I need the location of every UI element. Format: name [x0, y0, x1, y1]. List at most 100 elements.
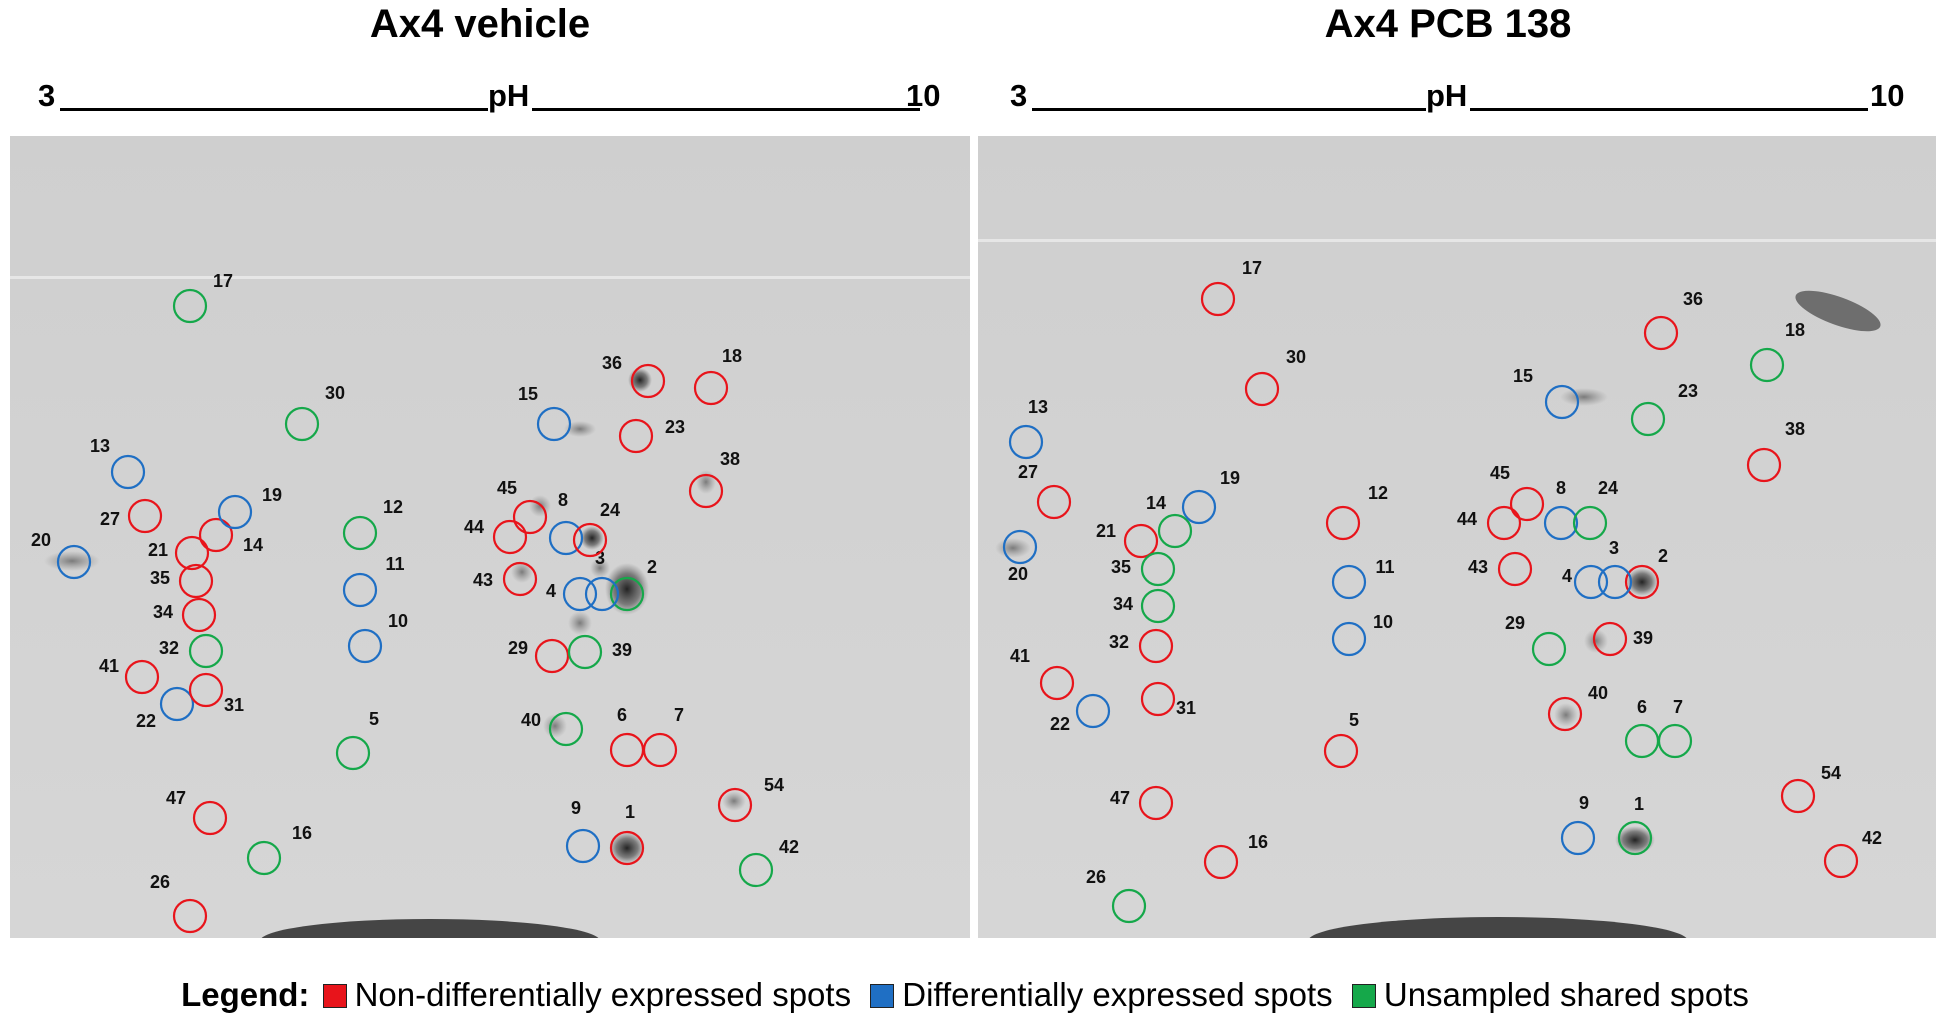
spot-label-7: 7	[1673, 697, 1683, 717]
spot-circle-11	[1331, 564, 1367, 600]
spot-label-11: 11	[1375, 557, 1394, 577]
spot-circle-5	[1323, 733, 1359, 769]
ph-line	[1032, 108, 1426, 111]
spot-label-38: 38	[720, 449, 740, 469]
gel-spot	[1626, 568, 1658, 596]
spot-circle-16	[1203, 844, 1239, 880]
spot-label-45: 45	[497, 478, 517, 498]
spot-circle-40	[1547, 696, 1583, 732]
gel-dye-front	[1309, 917, 1687, 938]
spot-label-34: 34	[1113, 594, 1133, 614]
spot-label-47: 47	[166, 788, 186, 808]
spot-label-4: 4	[1562, 566, 1572, 586]
spot-label-18: 18	[722, 346, 742, 366]
spot-circle-43	[1497, 551, 1533, 587]
spot-label-23: 23	[665, 417, 685, 437]
spot-label-13: 13	[90, 436, 110, 456]
spot-label-3: 3	[595, 548, 605, 568]
gel-spot	[543, 714, 567, 738]
spot-circle-13	[1008, 424, 1044, 460]
spot-label-32: 32	[1109, 632, 1129, 652]
ph-line	[1470, 108, 1868, 111]
gel-spot	[1615, 826, 1655, 854]
spot-label-29: 29	[1505, 613, 1525, 633]
ph-axis-label: pH	[488, 78, 530, 113]
spot-label-41: 41	[99, 656, 119, 676]
spot-label-1: 1	[1634, 794, 1644, 814]
gel-dye-front	[261, 919, 599, 938]
spot-circle-30	[1244, 371, 1280, 407]
gel-spot	[511, 561, 533, 583]
spot-circle-15	[1544, 384, 1580, 420]
legend-swatch-blue	[870, 984, 895, 1008]
spot-circle-1	[609, 830, 645, 866]
spot-circle-42	[738, 852, 774, 888]
spot-label-3: 3	[1609, 538, 1619, 558]
spot-label-5: 5	[1349, 710, 1359, 730]
spot-circle-41	[1039, 665, 1075, 701]
spot-circle-4	[1573, 564, 1609, 600]
spot-circle-23	[618, 418, 654, 454]
spot-label-31: 31	[1176, 698, 1196, 718]
spot-circle-27	[127, 498, 163, 534]
spot-label-1: 1	[625, 802, 635, 822]
spot-label-9: 9	[571, 798, 581, 818]
gel-background	[10, 136, 970, 938]
spot-label-27: 27	[1018, 462, 1038, 482]
legend: Legend: Non-differentially expressed spo…	[0, 976, 1936, 1014]
spot-circle-43	[502, 561, 538, 597]
spot-label-30: 30	[1286, 347, 1306, 367]
ph-scale-left: 3 pH 10	[30, 78, 940, 118]
spot-label-10: 10	[388, 611, 408, 631]
spot-circle-36	[1643, 315, 1679, 351]
spot-circle-1	[1617, 820, 1653, 856]
spot-circle-27	[1036, 484, 1072, 520]
spot-circle-34	[1140, 588, 1176, 624]
legend-swatch-green	[1351, 984, 1376, 1008]
ph-low-label: 3	[1010, 78, 1028, 113]
gel-spot	[1584, 629, 1608, 653]
spot-circle-4	[562, 576, 598, 612]
spot-label-24: 24	[1598, 478, 1618, 498]
spot-label-31: 31	[224, 695, 244, 715]
legend-label-unsampled: Unsampled shared spots	[1383, 976, 1749, 1013]
gel-spot	[580, 526, 604, 550]
spot-circle-35	[178, 563, 214, 599]
spot-label-19: 19	[1220, 468, 1240, 488]
spot-label-40: 40	[1588, 683, 1608, 703]
spot-circle-12	[342, 515, 378, 551]
spot-circle-32	[188, 633, 224, 669]
spot-label-10: 10	[1373, 612, 1393, 632]
legend-swatch-red	[322, 984, 347, 1008]
spot-label-40: 40	[521, 710, 541, 730]
spot-circle-5	[335, 735, 371, 771]
spot-circle-14	[1157, 513, 1193, 549]
spot-label-9: 9	[1579, 793, 1589, 813]
spot-circle-31	[1140, 681, 1176, 717]
spot-circle-54	[717, 787, 753, 823]
spot-circle-29	[1531, 631, 1567, 667]
spot-label-22: 22	[1050, 714, 1070, 734]
spot-circle-32	[1138, 628, 1174, 664]
spot-label-6: 6	[617, 705, 627, 725]
ph-high-label: 10	[1870, 78, 1905, 113]
spot-circle-20	[1002, 529, 1038, 565]
spot-circle-24	[572, 522, 608, 558]
spot-label-47: 47	[1110, 788, 1130, 808]
spot-label-34: 34	[153, 602, 173, 622]
spot-circle-26	[172, 898, 208, 934]
spot-circle-11	[342, 572, 378, 608]
legend-title: Legend:	[181, 976, 310, 1013]
ph-line	[60, 108, 488, 111]
ph-scale-right: 3 pH 10	[998, 78, 1905, 118]
spot-label-26: 26	[1086, 867, 1106, 887]
spot-circle-2	[1624, 564, 1660, 600]
legend-label-differential: Differentially expressed spots	[902, 976, 1333, 1013]
panel-title-vehicle: Ax4 vehicle	[369, 2, 591, 46]
spot-label-35: 35	[150, 568, 170, 588]
spot-label-2: 2	[1658, 546, 1668, 566]
panel-title-pcb138: Ax4 PCB 138	[1324, 2, 1572, 46]
gel-line	[10, 276, 970, 279]
ph-axis-label: pH	[1426, 78, 1468, 113]
